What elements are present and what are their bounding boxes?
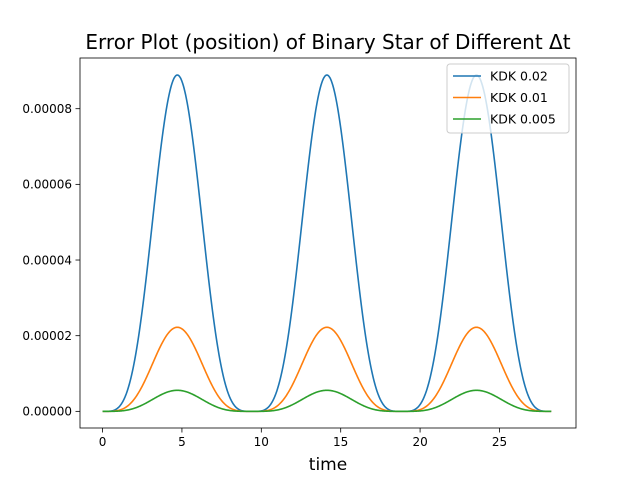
x-tick-label: 0 xyxy=(99,435,107,449)
series-line-3 xyxy=(102,389,552,413)
plot-frame xyxy=(79,57,577,429)
series-line-2 xyxy=(102,326,552,413)
y-tick-label: 0.00002 xyxy=(22,329,72,343)
y-tick-label: 0.00000 xyxy=(22,405,72,419)
y-tick-label: 0.00004 xyxy=(22,253,72,267)
legend-label: KDK 0.01 xyxy=(490,90,548,105)
y-axis: 0.00000 0.00002 0.00004 0.00006 0.00008 xyxy=(22,102,80,419)
x-tick-label: 10 xyxy=(254,435,269,449)
legend-label: KDK 0.02 xyxy=(490,69,548,84)
y-tick-label: 0.00008 xyxy=(22,102,72,116)
x-tick-label: 15 xyxy=(333,435,348,449)
x-axis: 0 5 10 15 20 25 xyxy=(99,428,507,449)
legend-box xyxy=(446,63,570,134)
y-tick-label: 0.00006 xyxy=(22,178,72,192)
legend-label: KDK 0.005 xyxy=(490,112,556,127)
chart-title: Error Plot (position) of Binary Star of … xyxy=(85,30,570,54)
x-axis-label: time xyxy=(309,455,347,475)
legend: KDK 0.02 KDK 0.01 KDK 0.005 xyxy=(446,63,570,134)
x-tick-label: 20 xyxy=(412,435,427,449)
x-tick-label: 25 xyxy=(492,435,507,449)
x-tick-label: 5 xyxy=(178,435,186,449)
